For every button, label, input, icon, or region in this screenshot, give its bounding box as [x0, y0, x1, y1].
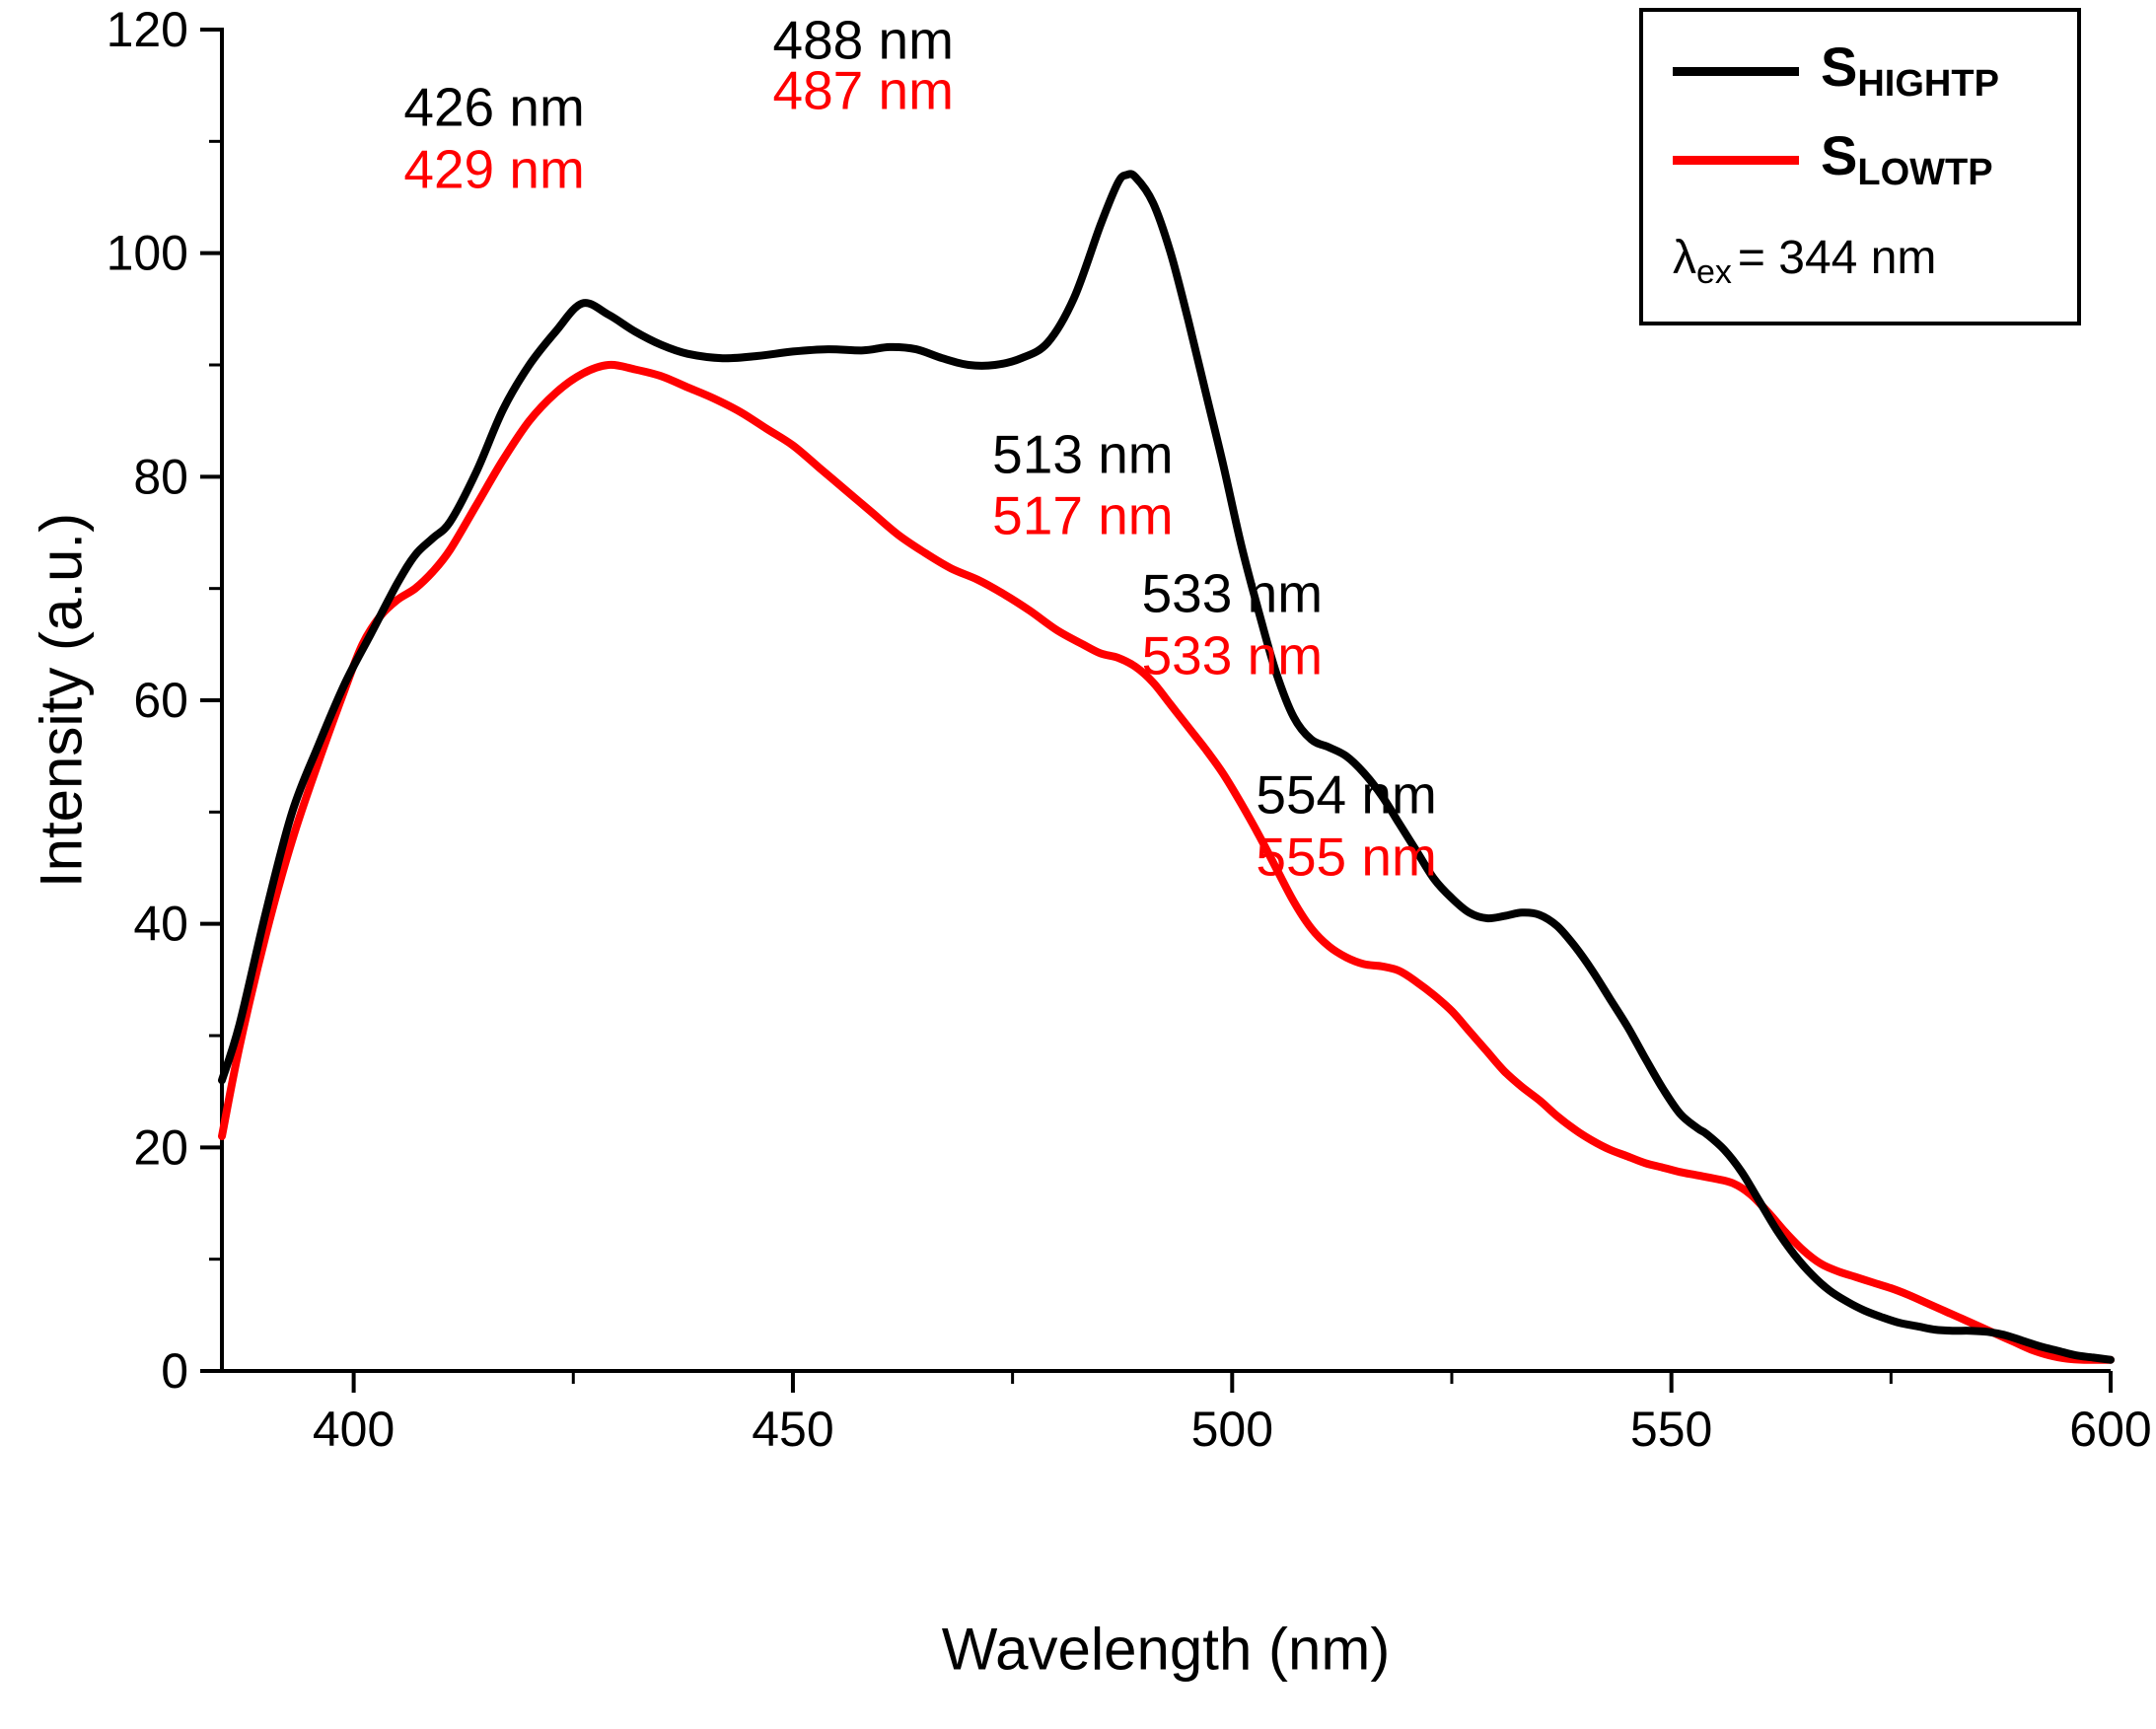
legend-label-hightp-main: S: [1821, 36, 1858, 98]
x-tick-label: 600: [2069, 1402, 2151, 1457]
legend-label-lowtp-main: S: [1821, 124, 1858, 186]
series-line-s-hightp: [218, 170, 2115, 1364]
y-tick-label: 80: [133, 449, 188, 504]
legend-label-lowtp: SLOWTP: [1821, 128, 1993, 193]
y-tick-label: 20: [133, 1119, 188, 1175]
x-axis-label: Wavelength (nm): [941, 1616, 1391, 1683]
x-tick-label: 450: [752, 1402, 833, 1457]
legend-label-hightp: SHIGHTP: [1821, 36, 1999, 105]
x-tick-label: 500: [1191, 1402, 1273, 1457]
legend-label-lowtp-sub: LOWTP: [1857, 152, 1993, 193]
x-tick-label: 550: [1630, 1402, 1712, 1457]
y-axis-label: Intensity (a.u.): [28, 512, 95, 889]
y-tick-label: 120: [107, 2, 188, 57]
legend-box: SHIGHTP SLOWTP λex = 344 nm: [1639, 8, 2081, 325]
y-tick-label: 0: [161, 1343, 188, 1399]
series-line-s-lowtp: [218, 360, 2115, 1364]
excitation-note: λex = 344 nm: [1673, 231, 2048, 292]
legend-line-hightp: [1673, 66, 1799, 76]
legend-entry-hightp: SHIGHTP: [1673, 39, 2048, 103]
legend-label-hightp-sub: HIGHTP: [1857, 63, 1999, 105]
y-tick-label: 100: [107, 226, 188, 281]
lambda-symbol: λ: [1673, 232, 1696, 284]
excitation-value: = 344 nm: [1737, 232, 1937, 284]
x-tick-label: 400: [313, 1402, 395, 1457]
y-tick-label: 60: [133, 673, 188, 728]
y-tick-label: 40: [133, 897, 188, 952]
legend-line-lowtp: [1673, 155, 1799, 165]
lambda-subscript: ex: [1696, 253, 1732, 291]
legend-entry-lowtp: SLOWTP: [1673, 128, 2048, 191]
